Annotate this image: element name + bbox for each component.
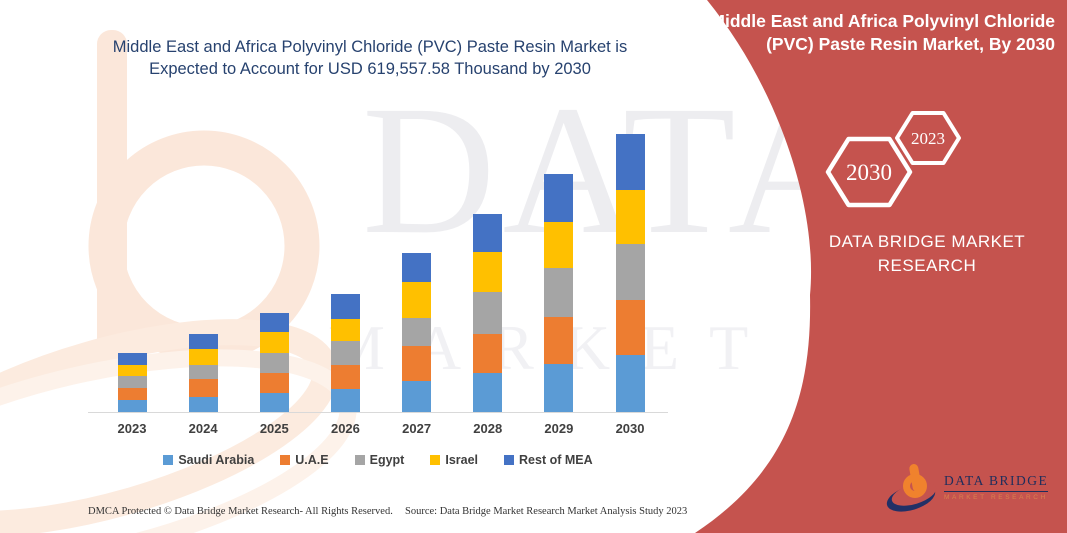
x-tick-2027: 2027 xyxy=(402,421,432,436)
logo-text: DATA BRIDGE MARKET RESEARCH xyxy=(944,473,1049,501)
data-bridge-logo-mark xyxy=(886,464,937,512)
bar-segment-saudi-arabia xyxy=(544,364,574,412)
bar-segment-u-a-e xyxy=(615,299,645,355)
bar-segment-u-a-e xyxy=(473,333,503,373)
x-tick-2029: 2029 xyxy=(544,421,574,436)
bar-2028 xyxy=(473,213,503,412)
logo-subtitle: MARKET RESEARCH xyxy=(944,494,1048,501)
bar-segment-israel xyxy=(473,251,503,292)
data-bridge-logo: DATA BRIDGE MARKET RESEARCH xyxy=(884,462,1049,512)
bar-segment-egypt xyxy=(473,291,503,334)
hexagon-2023-label: 2023 xyxy=(911,129,945,148)
bar-segment-israel xyxy=(544,221,574,269)
bar-segment-rest-of-mea xyxy=(473,213,503,252)
legend-swatch xyxy=(354,455,365,465)
bar-segment-rest-of-mea xyxy=(402,252,432,283)
bar-segment-saudi-arabia xyxy=(615,355,645,412)
forecast-hexagons: 2030 2023 xyxy=(825,111,961,208)
x-tick-2028: 2028 xyxy=(473,421,503,436)
bar-segment-u-a-e xyxy=(544,316,574,365)
bar-2027 xyxy=(402,252,432,412)
bar-segment-israel xyxy=(615,189,645,244)
banner-shape-path xyxy=(695,0,1067,533)
bar-segment-israel xyxy=(402,282,432,318)
bar-segment-saudi-arabia xyxy=(473,372,503,412)
bar-2030 xyxy=(615,134,645,412)
footer-source-text: Source: Data Bridge Market Research Mark… xyxy=(405,506,688,517)
bar-segment-egypt xyxy=(615,243,645,300)
legend-label: Israel xyxy=(445,453,479,467)
legend-swatch xyxy=(430,455,441,465)
banner-brand-line1: DATA BRIDGE MARKET xyxy=(828,232,1026,251)
bar-segment-egypt xyxy=(544,268,574,317)
legend-item-israel: Israel xyxy=(430,453,478,467)
hexagon-2030 xyxy=(825,136,913,208)
legend-label: Egypt xyxy=(369,453,405,467)
bar-segment-saudi-arabia xyxy=(402,381,432,412)
banner-brand-name: DATA BRIDGE MARKET RESEARCH xyxy=(817,230,1037,278)
legend-label: Rest of MEA xyxy=(519,453,593,467)
hexagon-2023 xyxy=(895,111,961,165)
x-tick-2030: 2030 xyxy=(615,421,645,436)
chart-title: Middle East and Africa Polyvinyl Chlorid… xyxy=(112,38,628,78)
bar-segment-rest-of-mea xyxy=(615,134,645,190)
legend-item-rest-of-mea: Rest of MEA xyxy=(504,453,593,467)
hexagon-2030-label: 2030 xyxy=(846,160,892,185)
legend-swatch xyxy=(504,455,515,465)
x-axis-line xyxy=(88,412,668,413)
logo-title: DATA BRIDGE xyxy=(944,473,1049,492)
bar-2029 xyxy=(544,173,574,412)
bar-segment-egypt xyxy=(402,317,432,346)
logo-b-bowl xyxy=(903,474,927,498)
banner-heading: Middle East and Africa Polyvinyl Chlorid… xyxy=(710,11,1055,54)
bar-segment-rest-of-mea xyxy=(544,173,574,222)
banner-brand-line2: RESEARCH xyxy=(877,256,977,275)
legend-item-egypt: Egypt xyxy=(354,453,405,467)
bar-segment-u-a-e xyxy=(402,346,432,381)
bar-segment-rest-of-mea xyxy=(330,294,360,319)
